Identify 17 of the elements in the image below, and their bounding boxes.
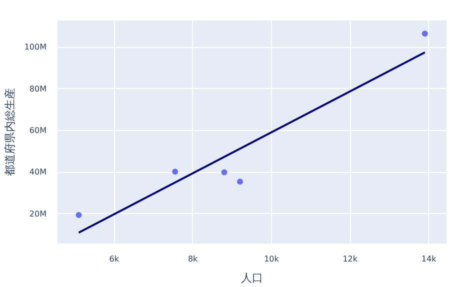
point (237, 178, 244, 185)
y-tick-label: 60M (29, 126, 47, 136)
y-axis-title: 都道府県内総生産 (3, 88, 16, 176)
y-tick-label: 20M (29, 209, 47, 218)
x-tick-label: 14k (421, 254, 437, 264)
point (172, 168, 178, 175)
y-tick-label: 100M (24, 42, 47, 52)
point (76, 212, 82, 218)
x-axis-title: 人口 (241, 272, 263, 284)
point (422, 30, 428, 37)
x-tick-label: 6k (109, 254, 120, 264)
point (221, 169, 228, 176)
y-tick-label: 80M (29, 84, 47, 94)
x-tick-label: 10k (264, 254, 280, 264)
x-tick-label: 8k (188, 254, 198, 264)
y-tick-label: 40M (29, 168, 47, 177)
x-tick-label: 12k (342, 254, 358, 264)
